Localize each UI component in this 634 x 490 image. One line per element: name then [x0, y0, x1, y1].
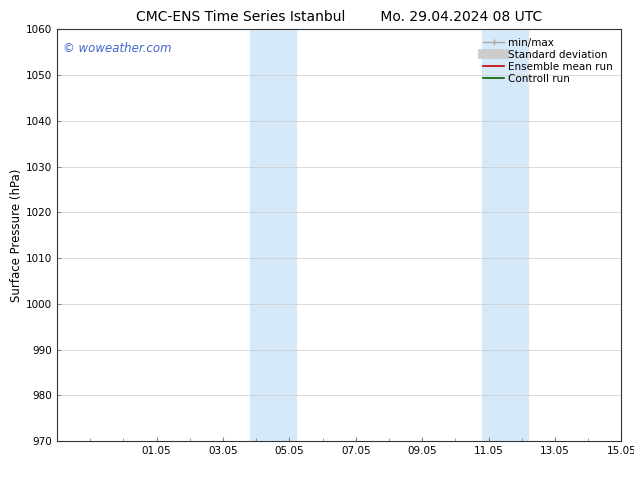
- Bar: [482, 29, 528, 441]
- Y-axis label: Surface Pressure (hPa): Surface Pressure (hPa): [10, 169, 23, 302]
- Title: CMC-ENS Time Series Istanbul        Mo. 29.04.2024 08 UTC: CMC-ENS Time Series Istanbul Mo. 29.04.2…: [136, 10, 542, 24]
- Bar: [250, 29, 296, 441]
- Text: © woweather.com: © woweather.com: [63, 42, 171, 55]
- Legend: min/max, Standard deviation, Ensemble mean run, Controll run: min/max, Standard deviation, Ensemble me…: [480, 35, 616, 87]
